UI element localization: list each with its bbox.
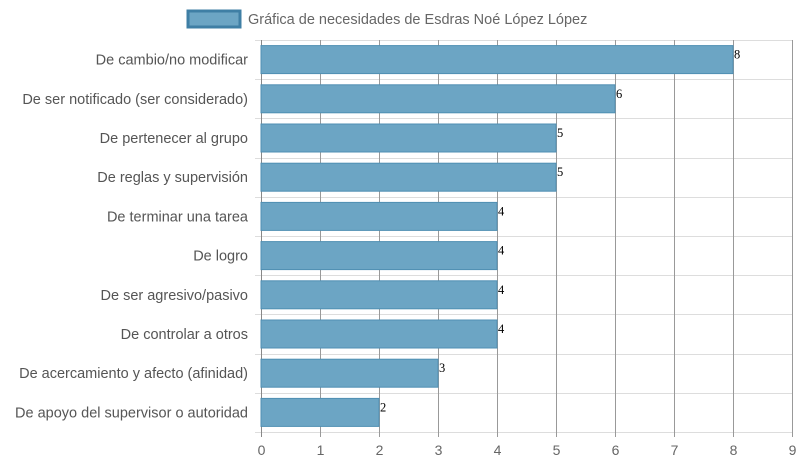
x-tick-label: 0: [258, 442, 266, 458]
bar[interactable]: [260, 280, 498, 310]
x-tick-label: 5: [553, 442, 561, 458]
data-label: 4: [498, 283, 505, 297]
data-label: 4: [498, 322, 505, 336]
bar[interactable]: [260, 84, 616, 114]
category-label: De controlar a otros: [121, 327, 248, 343]
category-labels: De cambio/no modificar De ser notificado …: [15, 53, 249, 422]
bar[interactable]: [260, 123, 557, 153]
x-tick-label: 8: [730, 442, 738, 458]
category-label: De terminar una tarea: [107, 209, 249, 225]
category-label: De ser agresivo/pasivo: [101, 288, 249, 304]
data-label: 4: [498, 204, 505, 218]
x-tick-label: 9: [789, 442, 797, 458]
bar[interactable]: [260, 201, 498, 231]
data-label: 5: [557, 126, 563, 140]
bar[interactable]: [260, 397, 380, 427]
legend-swatch: [186, 9, 242, 29]
x-axis-ticks: 0 1 2 3 4 5 6 7 8 9: [258, 442, 797, 458]
category-label: De reglas y supervisión: [97, 170, 248, 186]
data-label: 6: [616, 87, 622, 101]
category-label: De ser notificado (ser considerado): [22, 92, 248, 108]
category-label: De apoyo del supervisor o autoridad: [15, 405, 248, 421]
bar[interactable]: [260, 358, 439, 388]
data-label: 3: [439, 361, 445, 375]
category-label: De pertenecer al grupo: [100, 131, 248, 147]
category-label: De cambio/no modificar: [96, 53, 248, 69]
legend[interactable]: Gráfica de necesidades de Esdras Noé Lóp…: [186, 9, 587, 29]
x-tick-label: 7: [671, 442, 679, 458]
x-tick-label: 6: [612, 442, 620, 458]
data-label: 8: [734, 48, 740, 62]
x-tick-label: 2: [376, 442, 384, 458]
data-label: 4: [498, 244, 505, 258]
bar[interactable]: [260, 162, 557, 192]
data-label: 5: [557, 165, 563, 179]
category-label: De logro: [193, 249, 248, 265]
bar[interactable]: [260, 241, 498, 271]
data-label: 2: [380, 400, 386, 414]
bar[interactable]: [260, 319, 498, 349]
x-tick-label: 4: [494, 442, 502, 458]
x-tick-label: 3: [435, 442, 443, 458]
bars: [260, 45, 734, 427]
bar[interactable]: [260, 45, 734, 75]
legend-label: Gráfica de necesidades de Esdras Noé Lóp…: [248, 12, 587, 28]
x-tick-label: 1: [317, 442, 325, 458]
category-label: De acercamiento y afecto (afinidad): [19, 366, 248, 382]
data-labels: 8 6 5 5 4 4 4 4 3 2: [380, 48, 740, 415]
